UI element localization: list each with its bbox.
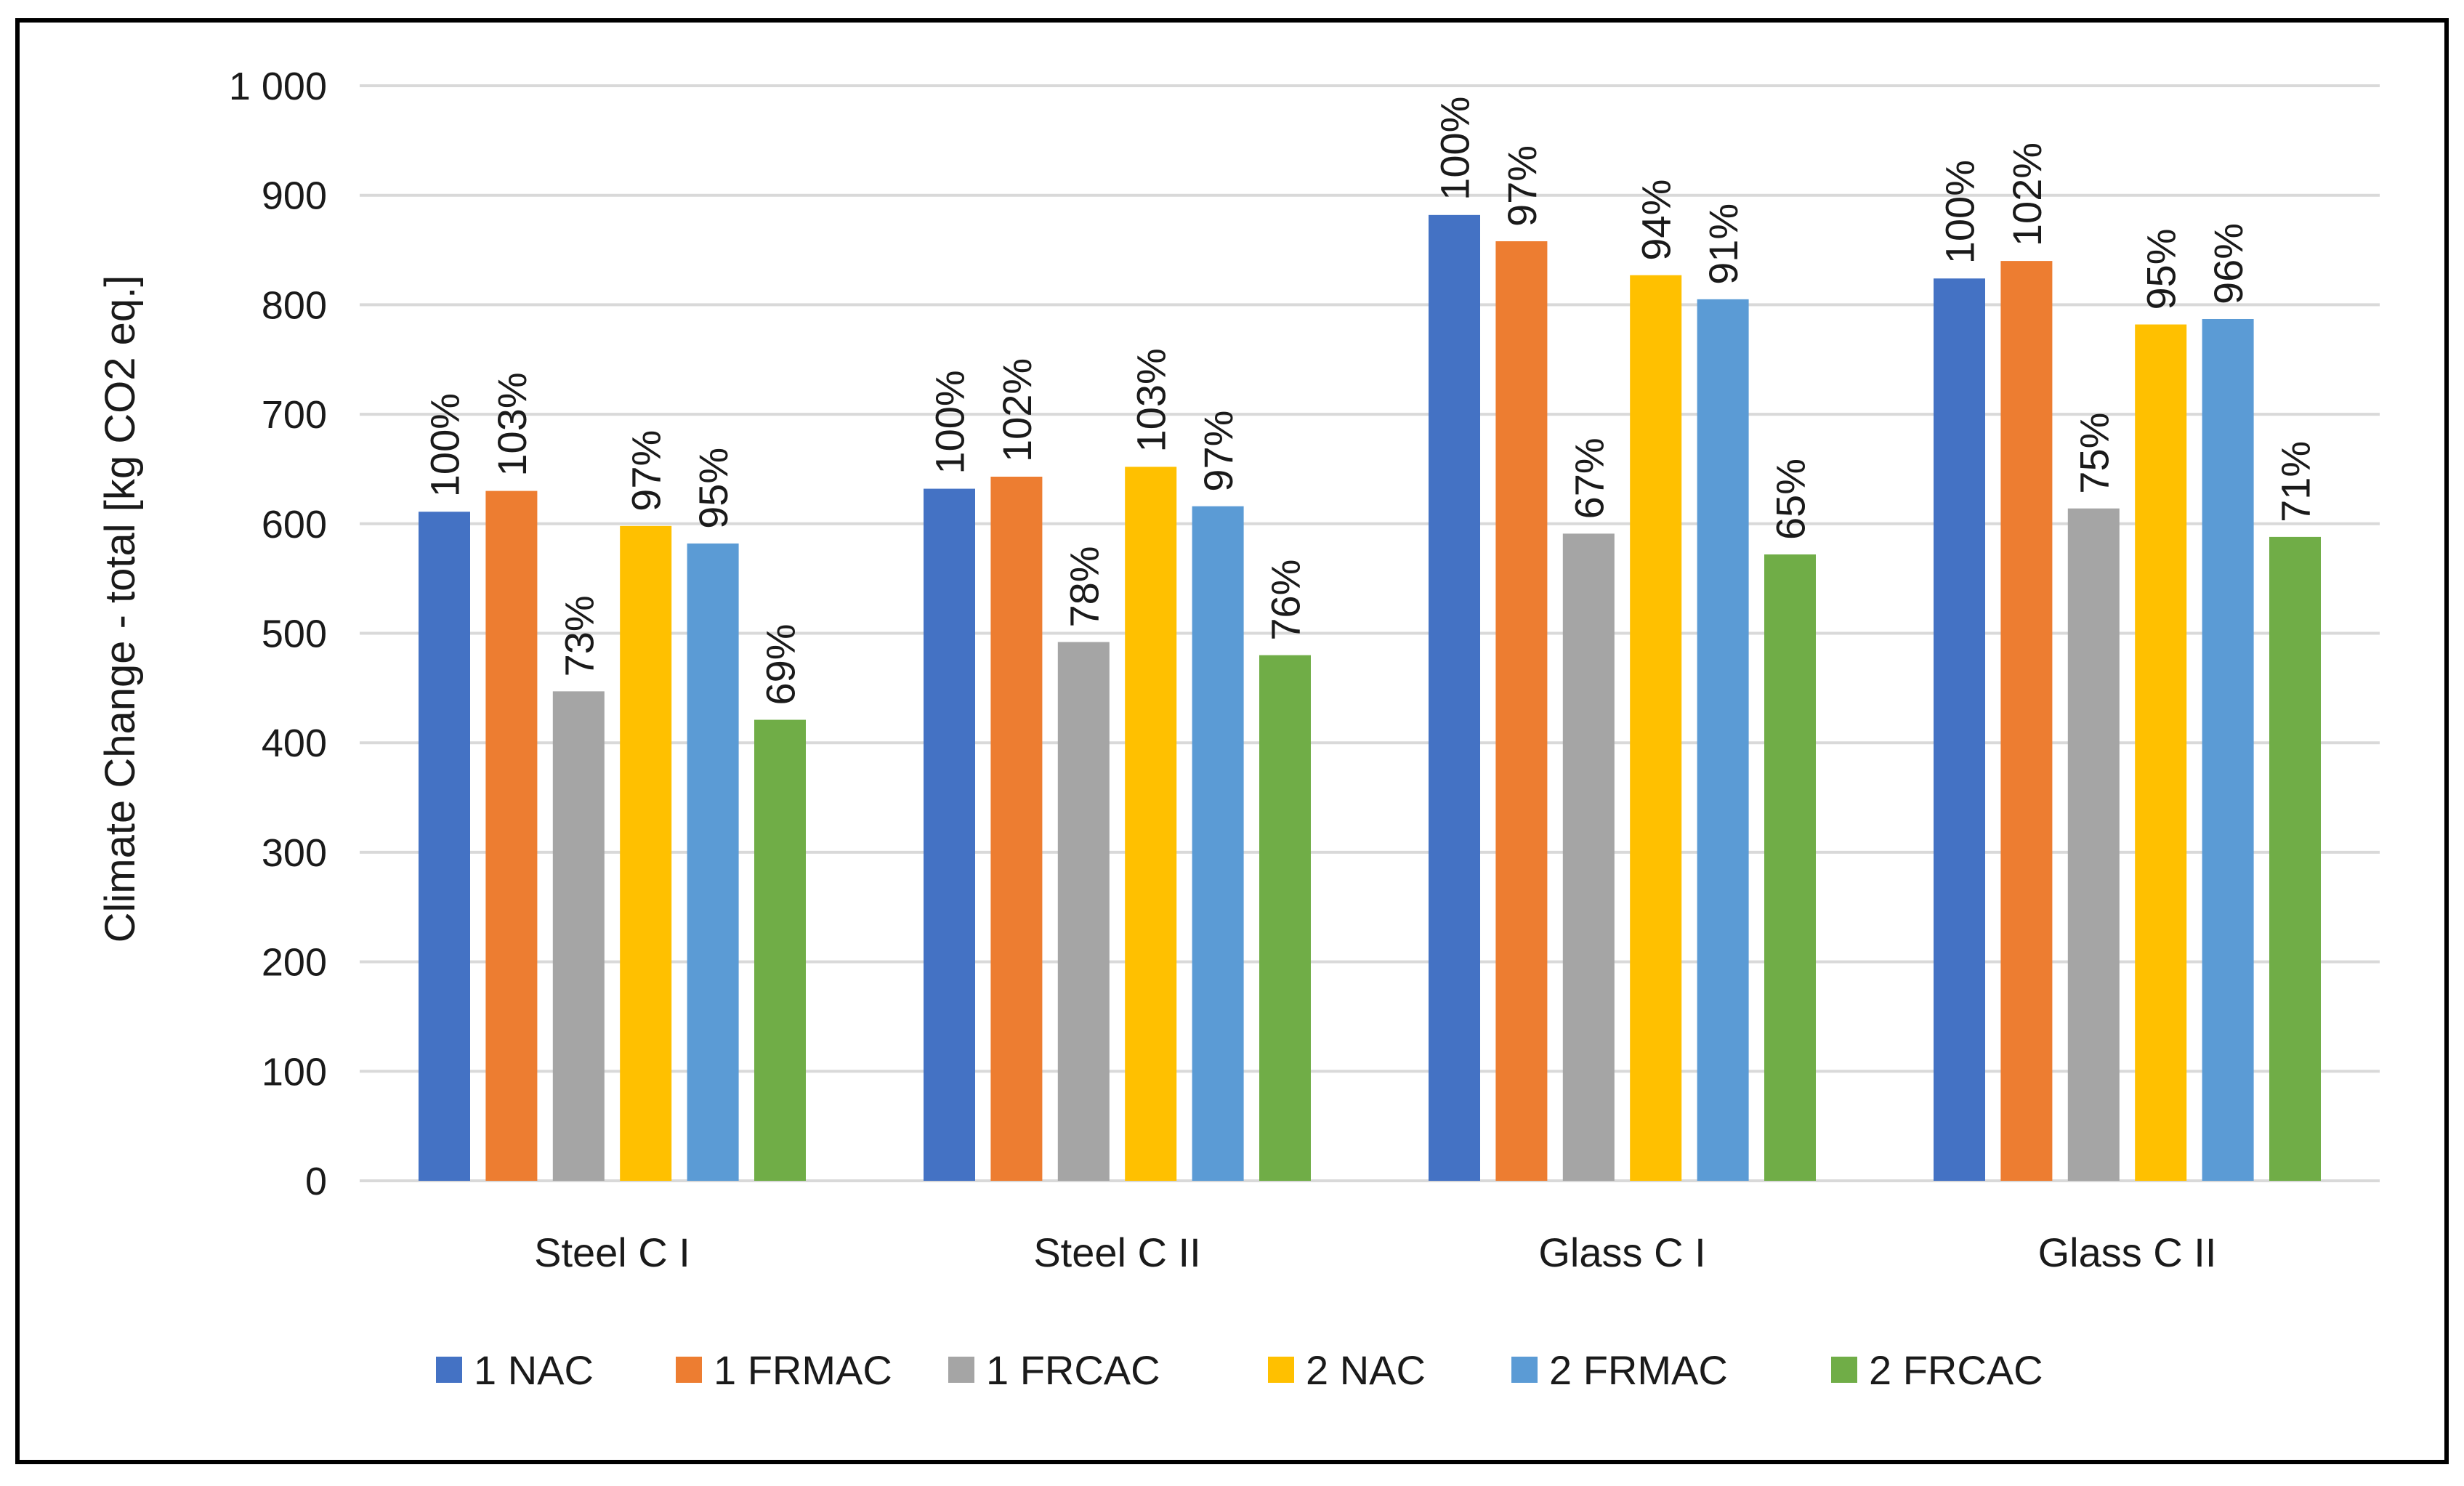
legend-label: 2 FRCAC [1869, 1347, 2043, 1393]
bar [1429, 214, 1480, 1182]
data-label: 100% [422, 393, 468, 497]
bar [990, 476, 1043, 1181]
bar [1697, 299, 1749, 1181]
bar [1764, 554, 1816, 1181]
data-label: 100% [927, 370, 973, 474]
bar [1192, 506, 1244, 1181]
bar [485, 490, 538, 1181]
legend: 1 NAC 1 FRMAC 1 FRCAC 2 NAC 2 FRMAC 2 FRCAC [436, 1347, 2043, 1393]
legend-swatch [436, 1357, 462, 1383]
bar [1057, 642, 1110, 1181]
legend-swatch [1268, 1357, 1294, 1383]
legend-label: 1 NAC [474, 1347, 594, 1393]
data-label: 100% [1937, 160, 1983, 264]
y-tick-label: 400 [262, 722, 327, 765]
bar [1934, 278, 1985, 1182]
y-tick-label: 800 [262, 283, 327, 327]
y-tick-label: 900 [262, 174, 327, 218]
y-tick-label: 700 [262, 393, 327, 437]
data-label: 67% [1566, 437, 1612, 519]
bar [2067, 508, 2120, 1181]
bar [1259, 655, 1311, 1181]
y-tick-label: 1 000 [229, 65, 327, 108]
y-axis-ticks: 0 100 200 300 400 500 600 700 800 900 1 000 [229, 65, 327, 1203]
legend-swatch [676, 1357, 702, 1383]
bar [687, 543, 739, 1181]
bar [1125, 467, 1177, 1181]
legend-label: 2 FRMAC [1549, 1347, 1728, 1393]
y-tick-label: 300 [262, 831, 327, 875]
bar [924, 488, 975, 1181]
legend-swatch [948, 1357, 974, 1383]
y-tick-label: 200 [262, 941, 327, 985]
x-tick-label: Glass C I [1538, 1229, 1705, 1275]
data-label: 100% [1432, 97, 1478, 201]
bar [2135, 324, 2187, 1181]
bar [2269, 536, 2321, 1181]
data-label: 75% [2071, 413, 2117, 494]
data-label: 95% [2138, 228, 2184, 310]
x-tick-label: Glass C II [2038, 1229, 2217, 1275]
x-tick-label: Steel C II [1033, 1229, 1200, 1275]
data-label: 96% [2205, 223, 2251, 304]
bar [552, 691, 605, 1181]
y-axis-label: Climate Change - total [kg CO2 eq.] [97, 275, 144, 943]
data-label: 94% [1633, 179, 1679, 261]
data-label: 78% [1061, 546, 1107, 627]
data-label: 103% [489, 372, 535, 476]
bar [754, 719, 806, 1181]
legend-swatch [1831, 1357, 1857, 1383]
data-label: 76% [1263, 560, 1309, 641]
data-labels: 100% 103% 73% 97% 95% 69% 100% 102% 78% 103% 97% 76… [422, 97, 2319, 706]
data-label: 73% [556, 595, 602, 677]
x-tick-label: Steel C I [534, 1229, 690, 1275]
data-label: 91% [1700, 203, 1746, 285]
data-label: 97% [623, 430, 669, 512]
y-tick-label: 100 [262, 1050, 327, 1094]
bar [2202, 318, 2254, 1182]
bars [419, 214, 2321, 1182]
data-label: 65% [1768, 459, 1814, 540]
legend-label: 1 FRMAC [714, 1347, 892, 1393]
legend-swatch [1511, 1357, 1538, 1383]
data-label: 97% [1499, 145, 1545, 227]
data-label: 71% [2273, 441, 2319, 522]
legend-label: 1 FRCAC [986, 1347, 1160, 1393]
bar [620, 525, 672, 1181]
legend-label: 2 NAC [1306, 1347, 1426, 1393]
data-label: 69% [758, 623, 804, 705]
data-label: 103% [1128, 348, 1174, 452]
x-axis-ticks: Steel C I Steel C II Glass C I Glass C II [534, 1229, 2216, 1275]
data-label: 95% [690, 448, 736, 529]
data-label: 102% [2004, 142, 2050, 246]
bar [2000, 261, 2053, 1181]
y-tick-label: 500 [262, 613, 327, 656]
bar [1630, 275, 1682, 1182]
bar [1562, 533, 1615, 1181]
data-label: 102% [994, 358, 1040, 462]
y-tick-label: 0 [305, 1160, 327, 1203]
bar [1495, 241, 1548, 1181]
bar [419, 512, 470, 1181]
data-label: 97% [1195, 411, 1241, 492]
y-tick-label: 600 [262, 503, 327, 546]
